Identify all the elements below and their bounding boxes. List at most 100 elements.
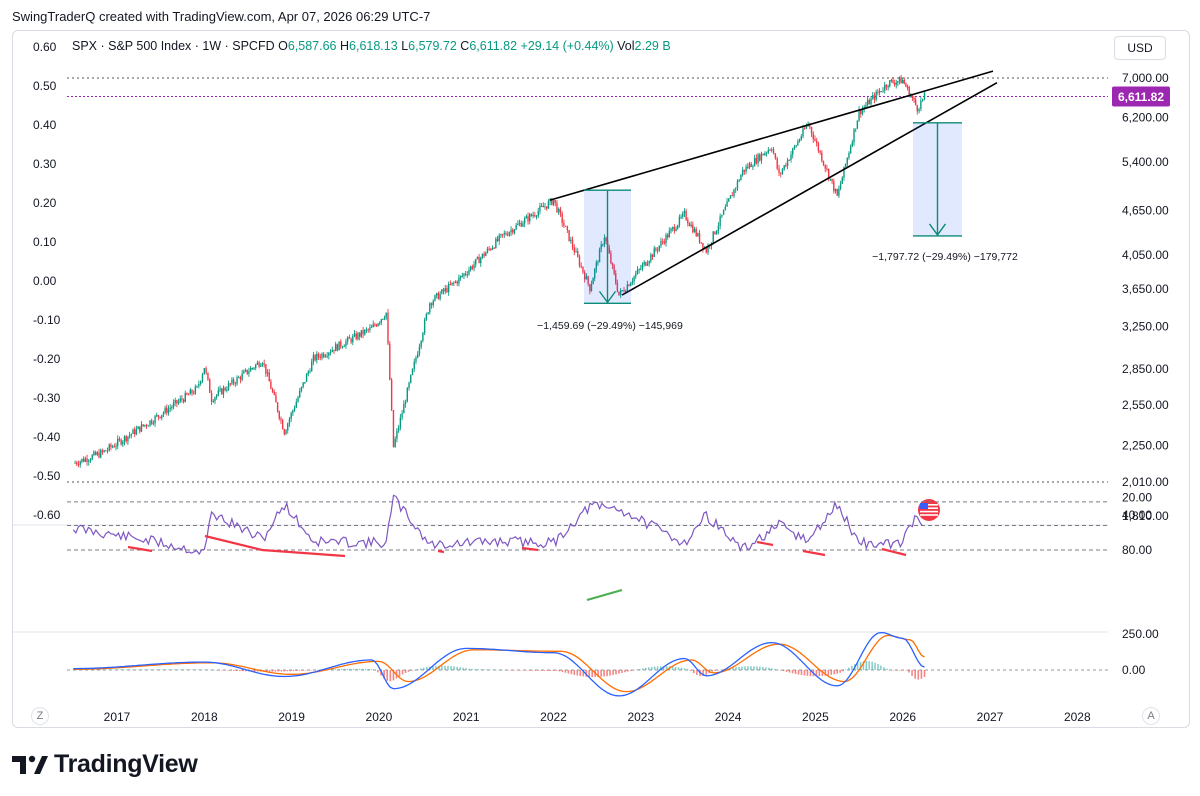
macd-histogram-bar [759, 666, 761, 670]
macd-histogram-bar [310, 670, 313, 671]
macd-histogram-bar [528, 670, 531, 671]
price-candle-body [557, 208, 560, 213]
price-candle-body [520, 222, 522, 227]
macd-histogram-bar [337, 669, 340, 670]
price-candle-body [525, 216, 528, 219]
price-candle-body [738, 180, 740, 182]
price-candle-body [171, 407, 173, 409]
price-candle-body [895, 82, 897, 85]
macd-histogram-bar [349, 668, 352, 670]
price-candle-body [232, 379, 235, 384]
measure-arrow-head [598, 290, 617, 304]
price-candle-body [207, 372, 209, 380]
measure-label: −1,459.69 (−29.49%) −145,969 [537, 320, 683, 332]
price-candle-body [594, 269, 596, 279]
macd-histogram-bar [203, 669, 206, 671]
price-candle-body [346, 337, 349, 342]
macd-histogram-bar [450, 666, 452, 670]
price-candle-body [221, 388, 223, 395]
currency-button[interactable]: USD [1114, 36, 1166, 60]
zoom-corner-button[interactable]: Z [31, 707, 49, 725]
macd-histogram-bar [519, 670, 522, 671]
price-candle-body [74, 462, 76, 464]
macd-histogram-bar [836, 670, 839, 674]
price-candle-body [350, 338, 352, 343]
macd-histogram-bar [738, 666, 740, 670]
macd-histogram-bar [711, 670, 714, 672]
macd-histogram-bar [268, 670, 271, 672]
macd-histogram-bar [355, 668, 358, 670]
price-candle-body [86, 458, 88, 462]
price-candle-body [341, 346, 344, 348]
x-tick-label: 2025 [802, 710, 829, 724]
price-candle-body [110, 444, 112, 448]
price-candle-body [314, 355, 316, 361]
flag-stripe [920, 514, 938, 516]
price-candle-body [334, 344, 337, 352]
price-candle-body [234, 383, 237, 385]
macd-tick-label: 250.00 [1122, 627, 1159, 641]
price-candle-body [589, 284, 591, 292]
change-value: +29.14 (+0.44%) [520, 39, 614, 53]
price-candle-body [605, 237, 607, 242]
auto-scale-button[interactable]: A [1142, 707, 1160, 725]
price-candle-body [383, 317, 386, 319]
macd-histogram-bar [741, 666, 743, 670]
price-candle-body [481, 253, 484, 258]
price-candle-body [458, 277, 460, 284]
price-candle-body [658, 245, 660, 251]
price-candle-body [117, 438, 119, 446]
chart-frame[interactable] [12, 30, 1190, 728]
price-candle-body [687, 219, 689, 224]
macd-histogram-bar [364, 668, 367, 670]
price-candle-body [304, 381, 306, 383]
close-label: C [460, 39, 470, 53]
price-candle-body [238, 377, 240, 379]
price-candle-body [839, 183, 842, 189]
price-candle-body [772, 149, 775, 154]
price-candle-body [157, 415, 160, 417]
price-candle-body [513, 229, 516, 233]
macd-histogram-bar [732, 667, 734, 670]
price-candle-body [461, 275, 463, 277]
price-candle-body [885, 84, 888, 88]
price-candle-body [600, 244, 602, 250]
price-candle-body [132, 429, 134, 435]
price-candle-body [747, 166, 749, 168]
macd-histogram-bar [483, 669, 486, 670]
price-candle-body [797, 141, 799, 146]
price-candle-body [316, 353, 318, 361]
macd-histogram-bar [404, 670, 407, 673]
price-candle-body [345, 341, 347, 347]
price-candle-body [535, 215, 538, 217]
macd-histogram-bar [818, 670, 821, 677]
price-candle-body [900, 77, 902, 84]
price-candle-body [767, 149, 770, 153]
x-tick-label: 2021 [453, 710, 480, 724]
macd-histogram-bar [791, 670, 794, 674]
price-candle-body [454, 281, 457, 283]
y-tick-label: 6,200.00 [1122, 110, 1169, 124]
macd-histogram-bar [438, 665, 440, 670]
macd-histogram-bar [370, 669, 373, 670]
macd-histogram-bar [609, 670, 611, 676]
macd-histogram-bar [585, 670, 588, 677]
price-candle-body [326, 355, 328, 357]
price-candle-body [611, 263, 614, 266]
price-candle-body [139, 426, 141, 432]
left-scale-label: -0.20 [33, 352, 61, 366]
price-candle-body [506, 234, 509, 236]
price-candle-body [731, 195, 733, 197]
price-candle-body [532, 215, 534, 217]
left-scale-label: -0.10 [33, 313, 61, 327]
x-tick-label: 2023 [627, 710, 654, 724]
price-candle-body [256, 362, 259, 365]
price-candle-body [887, 86, 889, 88]
price-candle-body [630, 283, 632, 286]
price-chart[interactable]: 2017 2018 2019 2020 2021 2022 2023 2024 2025 2026… [0, 0, 1200, 730]
rsi-bearish-divergence [756, 540, 774, 547]
macd-histogram-bar [459, 667, 461, 670]
price-candle-body [486, 248, 489, 253]
symbol-line[interactable]: SPX · S&P 500 Index · 1W · SPCFD [72, 39, 275, 53]
price-candle-body [602, 244, 604, 246]
